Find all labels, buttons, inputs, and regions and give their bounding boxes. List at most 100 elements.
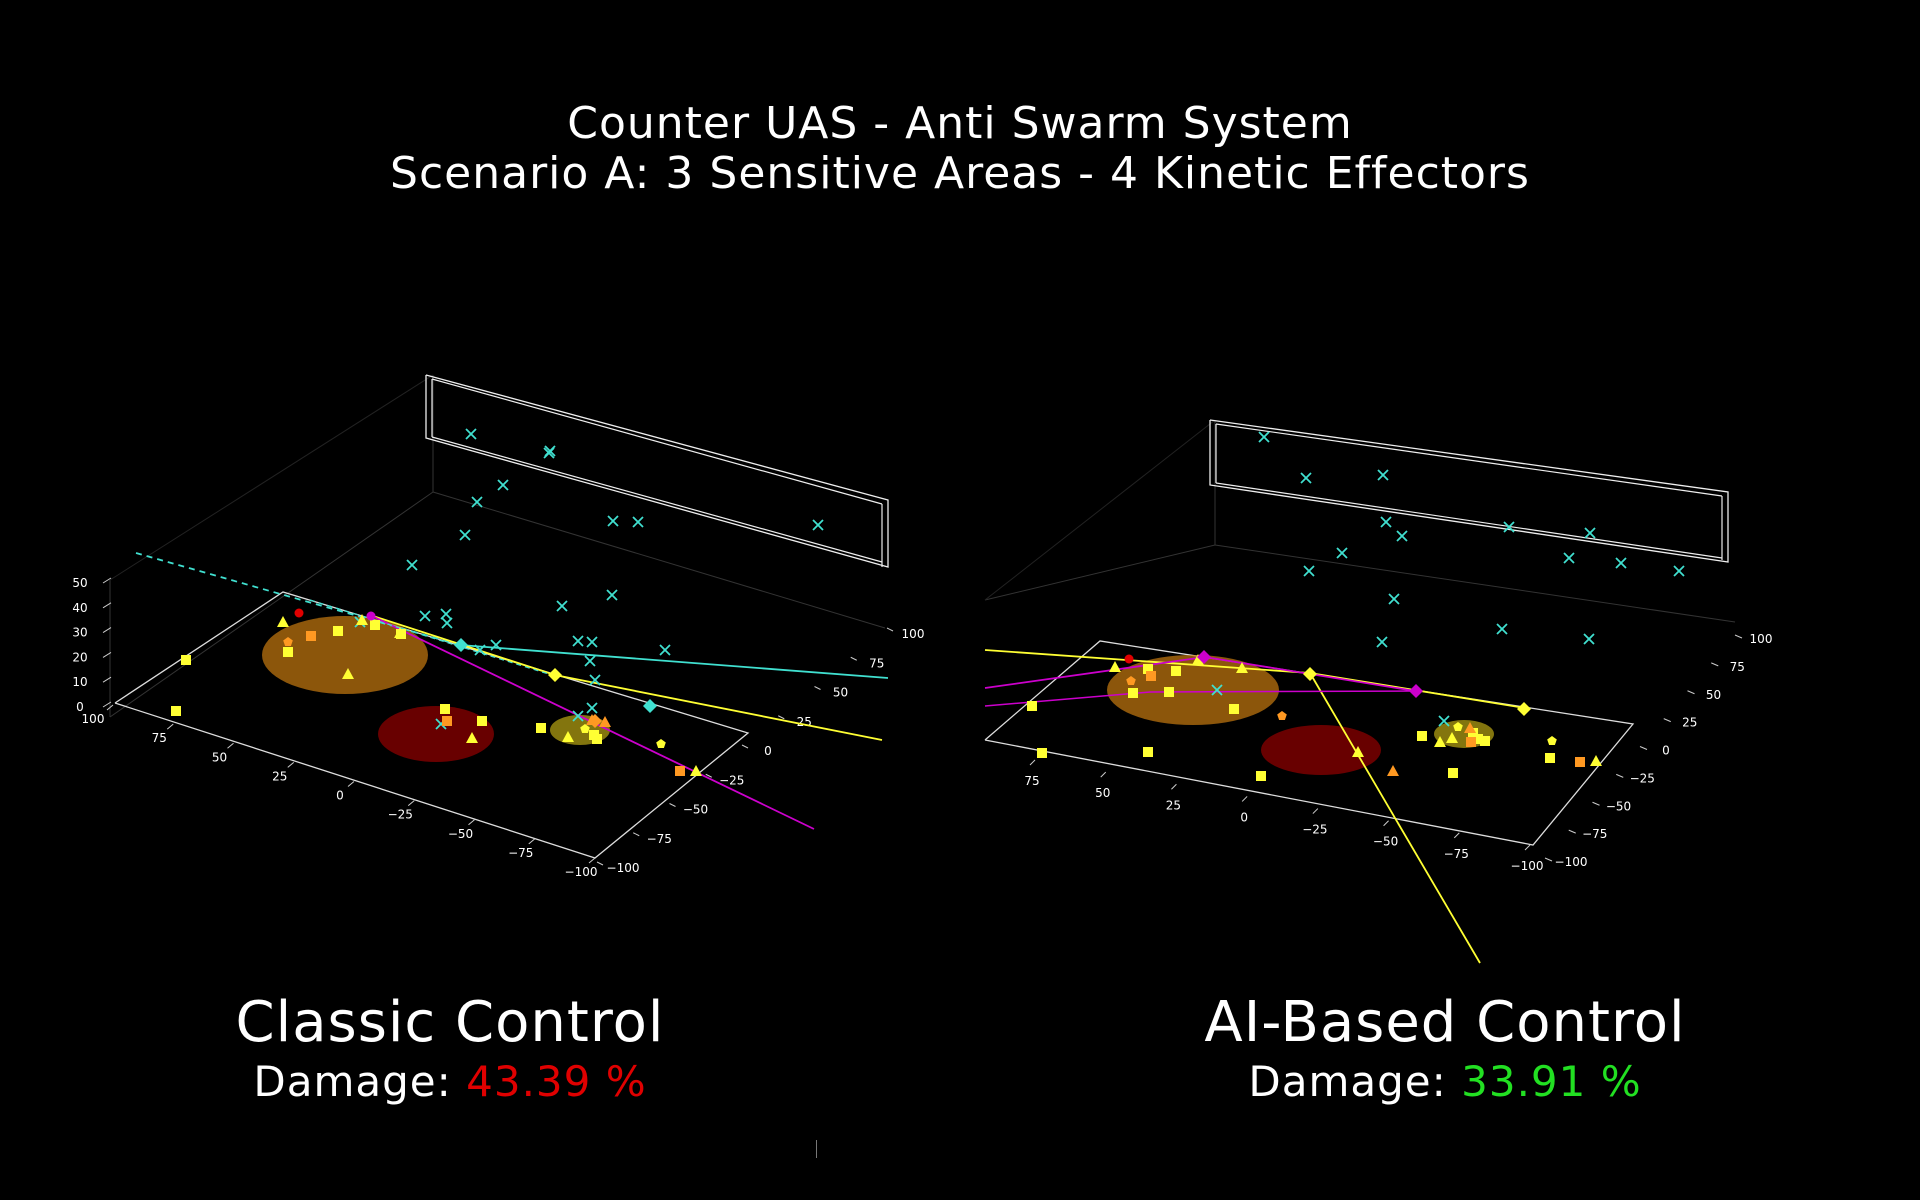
x-axis-tick <box>1100 771 1107 778</box>
damage-value: 43.39 % <box>466 1057 647 1106</box>
x-tick-label: −100 <box>565 865 598 879</box>
ground-triangle-marker <box>599 716 611 727</box>
drone-marker <box>812 519 824 531</box>
ground-triangle-marker <box>466 732 478 743</box>
y-tick-label: 50 <box>1706 688 1721 702</box>
ground-pentagon-marker <box>580 724 590 733</box>
ground-square-marker <box>1164 687 1174 697</box>
z-axis-tick <box>102 627 112 634</box>
ground-square-marker <box>1575 757 1585 767</box>
ground-square-marker <box>1146 671 1156 681</box>
ground-square-marker <box>1027 701 1037 711</box>
x-tick-label: −25 <box>1302 823 1327 837</box>
x-axis-tick <box>1029 759 1036 766</box>
z-axis-tick <box>102 701 112 708</box>
y-axis-tick <box>1687 690 1695 695</box>
ground-pentagon-marker <box>283 637 293 646</box>
y-tick-label: −75 <box>647 832 672 846</box>
drone-marker <box>406 559 418 571</box>
drone-marker <box>1336 547 1348 559</box>
drone-marker <box>1496 623 1508 635</box>
y-tick-label: 100 <box>1750 632 1773 646</box>
drone-marker <box>1584 527 1596 539</box>
drone-marker <box>556 600 568 612</box>
ground-square-marker <box>1480 736 1490 746</box>
ground-square-marker <box>181 655 191 665</box>
y-axis-tick <box>741 744 749 749</box>
page-subtitle: Scenario A: 3 Sensitive Areas - 4 Kineti… <box>390 148 1530 199</box>
y-axis-tick <box>1663 718 1671 723</box>
drone-marker <box>1376 636 1388 648</box>
z-tick-label: 20 <box>72 650 87 664</box>
axis-pane-edge <box>109 374 434 581</box>
z-axis-tick <box>102 602 112 609</box>
sensitive-area-red <box>378 706 494 762</box>
ai-control-label: AI-Based Control <box>1204 990 1686 1055</box>
y-tick-label: −75 <box>1582 827 1607 841</box>
drone-marker <box>440 608 452 620</box>
x-tick-label: −100 <box>1511 859 1544 873</box>
z-tick-label: 40 <box>72 601 87 615</box>
ground-triangle-marker <box>1446 732 1458 743</box>
ground-square-marker <box>1448 768 1458 778</box>
y-axis-tick <box>669 803 676 807</box>
x-axis-tick <box>1383 820 1389 827</box>
ground-square-marker <box>306 631 316 641</box>
ground-pentagon-marker <box>1277 711 1287 720</box>
airspace-box <box>1209 419 1729 563</box>
floor-outline <box>114 591 750 859</box>
effector-trajectory-cyan-dashed <box>309 599 556 677</box>
y-axis-tick <box>1639 746 1648 750</box>
ground-triangle-marker <box>394 627 406 638</box>
effector-diamond-marker <box>588 714 602 728</box>
y-axis-tick <box>1734 634 1743 639</box>
x-tick-label: −25 <box>388 808 413 822</box>
ground-dot-marker <box>1124 654 1134 664</box>
x-axis-tick <box>1453 832 1460 839</box>
damage-label: Damage: <box>1248 1057 1447 1106</box>
ground-triangle-marker <box>1109 661 1121 672</box>
x-tick-label: −50 <box>1373 835 1398 849</box>
ground-square-marker <box>592 734 602 744</box>
y-axis-tick <box>596 861 604 866</box>
ground-square-marker <box>1171 666 1181 676</box>
ground-triangle-marker <box>1434 736 1446 747</box>
ground-square-marker <box>1256 771 1266 781</box>
x-tick-label: 75 <box>1024 774 1039 788</box>
ground-triangle-marker <box>1236 662 1248 673</box>
ai-control-damage: Damage: 33.91 % <box>1095 1057 1795 1106</box>
ground-square-marker <box>536 723 546 733</box>
z-tick-label: 10 <box>72 675 87 689</box>
ai-control-3d-plot: 75 50 25 0 −25 −50 −75 −100 −100 −75 −50 −25 0 25 50 75… <box>984 419 1773 964</box>
ground-square-marker <box>283 647 293 657</box>
x-axis-tick <box>287 761 295 768</box>
z-tick-label: 30 <box>72 626 87 640</box>
ground-square-marker <box>442 716 452 726</box>
drone-marker <box>1563 552 1575 564</box>
y-tick-label: −100 <box>1555 855 1588 869</box>
ground-square-marker <box>440 704 450 714</box>
classic-control-damage: Damage: 43.39 % <box>100 1057 800 1106</box>
ground-square-marker <box>1143 664 1153 674</box>
ground-square-marker <box>1466 737 1476 747</box>
ground-triangle-marker <box>690 765 702 776</box>
ground-square-marker <box>1128 688 1138 698</box>
ground-triangle-marker <box>1387 765 1399 776</box>
ground-square-marker <box>675 766 685 776</box>
drone-marker <box>490 639 502 651</box>
drone-marker <box>1673 565 1685 577</box>
drone-marker <box>1438 715 1450 727</box>
effector-trajectory-magenta <box>984 690 1416 707</box>
ground-square-marker <box>171 706 181 716</box>
y-axis-tick <box>1616 773 1624 778</box>
effector-diamond-marker <box>1197 650 1211 664</box>
z-axis-tick <box>102 651 112 658</box>
x-tick-label: −75 <box>508 846 533 860</box>
ground-square-marker <box>1143 747 1153 757</box>
classic-control-caption: Classic Control Damage: 43.39 % <box>100 990 800 1106</box>
z-axis-tick <box>102 676 112 683</box>
floor-outline <box>984 640 1635 846</box>
drone-marker <box>1615 557 1627 569</box>
effector-diamond-marker <box>1517 702 1531 716</box>
